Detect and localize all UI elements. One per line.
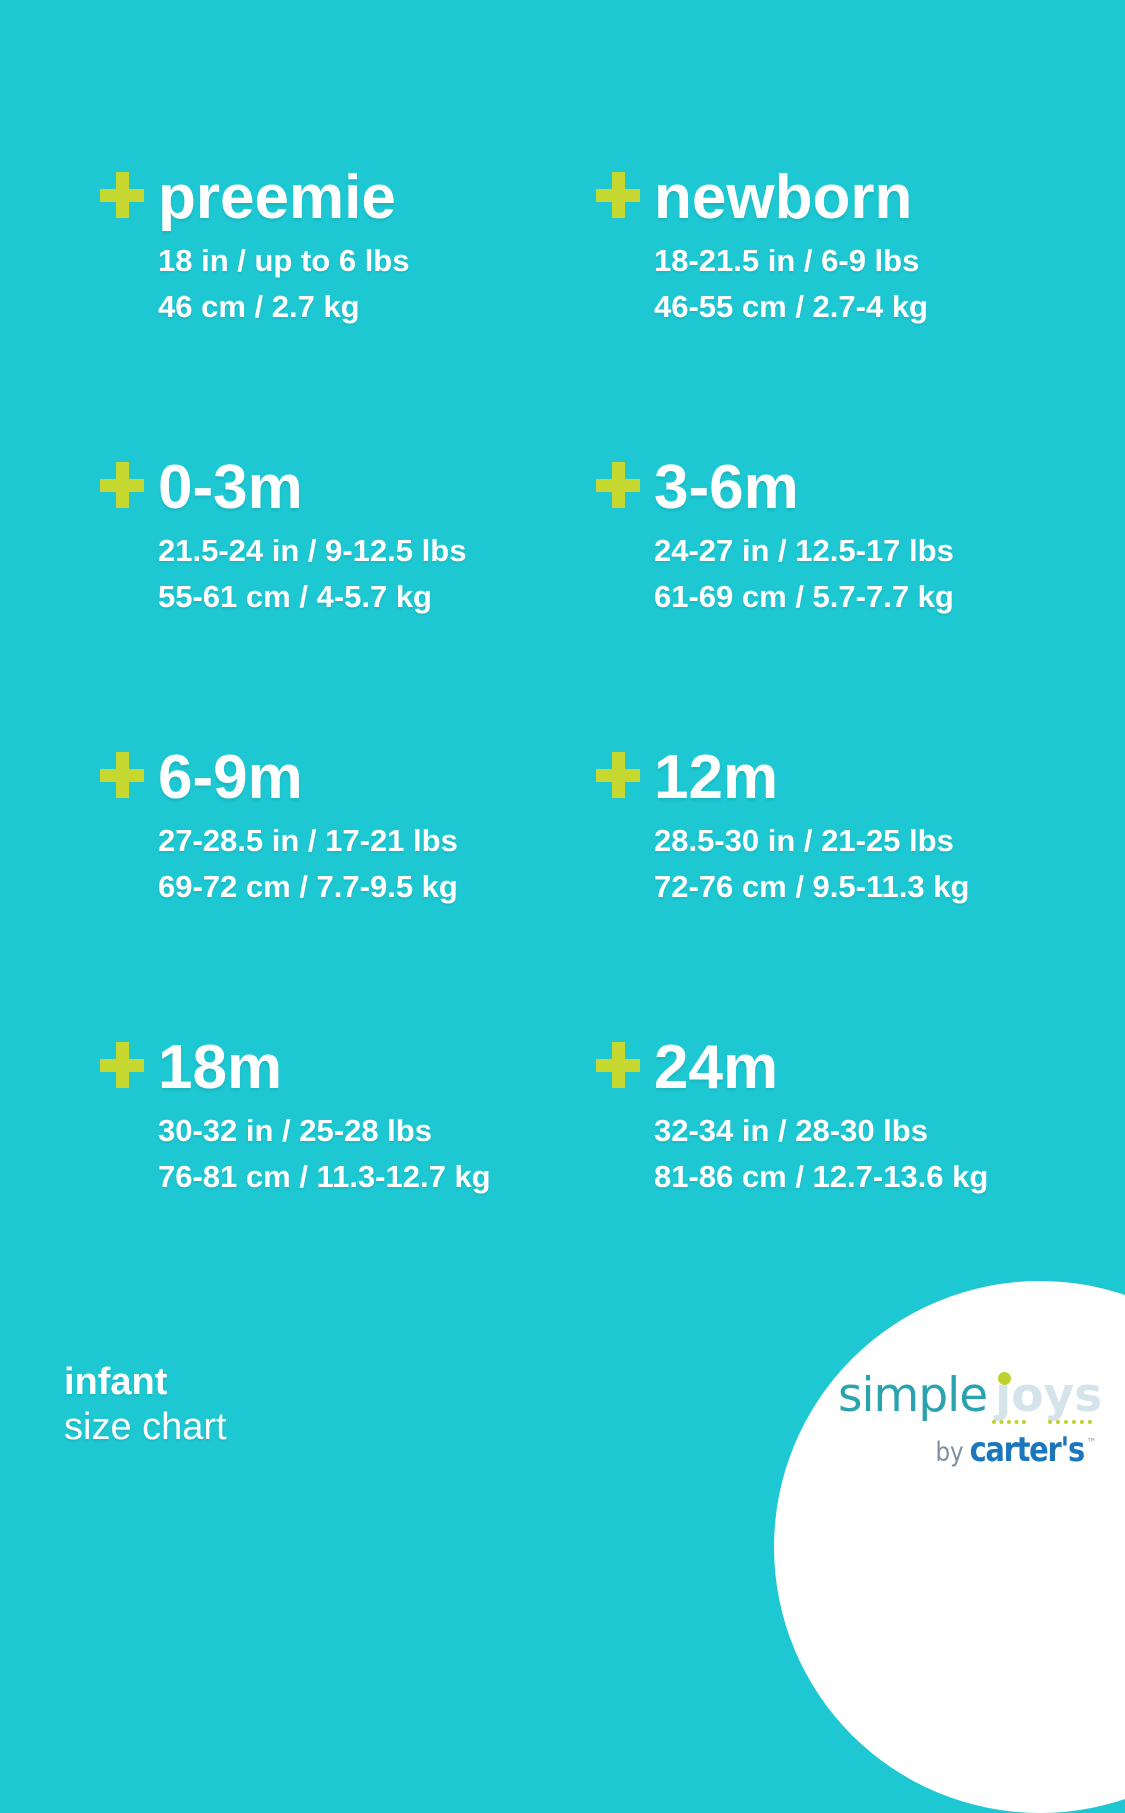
size-label: 6-9m bbox=[158, 743, 303, 812]
size-label: preemie bbox=[158, 163, 396, 232]
size-imperial: 21.5-24 in / 9-12.5 lbs bbox=[158, 533, 467, 568]
infant-size-chart-page: { "colors": { "background": "#1ec8d2", "… bbox=[64, 165, 1125, 1813]
size-header: 0-3m bbox=[100, 456, 570, 520]
size-details: 18-21.5 in / 6-9 lbs 46-55 cm / 2.7-4 kg bbox=[654, 238, 1066, 330]
size-cell-6-9m: 6-9m 27-28.5 in / 17-21 lbs 69-72 cm / 7… bbox=[100, 746, 570, 910]
brand-byline: by carter's ™ bbox=[936, 1430, 1097, 1470]
footer-subtitle: size chart bbox=[64, 1406, 227, 1448]
size-label: 3-6m bbox=[654, 453, 799, 522]
size-cell-24m: 24m 32-34 in / 28-30 lbs 81-86 cm / 12.7… bbox=[596, 1036, 1066, 1200]
plus-icon bbox=[596, 1042, 640, 1088]
size-imperial: 18 in / up to 6 lbs bbox=[158, 243, 410, 278]
size-header: newborn bbox=[596, 166, 1066, 230]
logo-joys-text: ȷoys bbox=[995, 1368, 1102, 1423]
size-cell-18m: 18m 30-32 in / 25-28 lbs 76-81 cm / 11.3… bbox=[100, 1036, 570, 1200]
joys-j-dot-icon bbox=[998, 1372, 1012, 1385]
size-cell-3-6m: 3-6m 24-27 in / 12.5-17 lbs 61-69 cm / 5… bbox=[596, 456, 1066, 620]
logo-circle bbox=[774, 1281, 1125, 1813]
size-details: 24-27 in / 12.5-17 lbs 61-69 cm / 5.7-7.… bbox=[654, 528, 1066, 620]
size-metric: 46-55 cm / 2.7-4 kg bbox=[654, 289, 928, 324]
size-details: 18 in / up to 6 lbs 46 cm / 2.7 kg bbox=[158, 238, 570, 330]
size-metric: 61-69 cm / 5.7-7.7 kg bbox=[654, 579, 954, 614]
size-header: 24m bbox=[596, 1036, 1066, 1100]
footer-category: infant bbox=[64, 1361, 168, 1403]
size-cell-newborn: newborn 18-21.5 in / 6-9 lbs 46-55 cm / … bbox=[596, 166, 1066, 330]
plus-icon bbox=[100, 1042, 144, 1088]
logo-simple-text: simple bbox=[838, 1368, 988, 1423]
size-details: 32-34 in / 28-30 lbs 81-86 cm / 12.7-13.… bbox=[654, 1108, 1066, 1200]
plus-icon bbox=[596, 462, 640, 508]
logo-carters-text: carter's bbox=[969, 1430, 1086, 1470]
plus-icon bbox=[100, 172, 144, 218]
trademark-symbol: ™ bbox=[1086, 1436, 1097, 1450]
size-label: 24m bbox=[654, 1033, 779, 1102]
size-metric: 76-81 cm / 11.3-12.7 kg bbox=[158, 1159, 491, 1194]
size-label: 18m bbox=[158, 1033, 283, 1102]
joys-rest-glyphs: oys bbox=[1011, 1368, 1103, 1423]
size-metric: 72-76 cm / 9.5-11.3 kg bbox=[654, 869, 970, 904]
size-details: 27-28.5 in / 17-21 lbs 69-72 cm / 7.7-9.… bbox=[158, 818, 570, 910]
size-metric: 55-61 cm / 4-5.7 kg bbox=[158, 579, 432, 614]
brand-logo: simple ȷoys bbox=[838, 1368, 1102, 1423]
size-cell-preemie: preemie 18 in / up to 6 lbs 46 cm / 2.7 … bbox=[100, 166, 570, 330]
logo-by-text: by bbox=[935, 1437, 964, 1468]
plus-icon bbox=[596, 172, 640, 218]
plus-icon bbox=[596, 752, 640, 798]
size-imperial: 30-32 in / 25-28 lbs bbox=[158, 1113, 432, 1148]
size-imperial: 27-28.5 in / 17-21 lbs bbox=[158, 823, 458, 858]
joys-underline-dots bbox=[992, 1420, 1026, 1424]
size-imperial: 32-34 in / 28-30 lbs bbox=[654, 1113, 928, 1148]
size-label: 0-3m bbox=[158, 453, 303, 522]
size-label: 12m bbox=[654, 743, 779, 812]
size-details: 30-32 in / 25-28 lbs 76-81 cm / 11.3-12.… bbox=[158, 1108, 570, 1200]
size-imperial: 18-21.5 in / 6-9 lbs bbox=[654, 243, 920, 278]
size-details: 21.5-24 in / 9-12.5 lbs 55-61 cm / 4-5.7… bbox=[158, 528, 570, 620]
size-header: 12m bbox=[596, 746, 1066, 810]
size-header: 3-6m bbox=[596, 456, 1066, 520]
plus-icon bbox=[100, 462, 144, 508]
size-header: preemie bbox=[100, 166, 570, 230]
size-cell-12m: 12m 28.5-30 in / 21-25 lbs 72-76 cm / 9.… bbox=[596, 746, 1066, 910]
size-label: newborn bbox=[654, 163, 913, 232]
size-imperial: 24-27 in / 12.5-17 lbs bbox=[654, 533, 954, 568]
size-header: 18m bbox=[100, 1036, 570, 1100]
size-metric: 81-86 cm / 12.7-13.6 kg bbox=[654, 1159, 989, 1194]
size-metric: 69-72 cm / 7.7-9.5 kg bbox=[158, 869, 458, 904]
plus-icon bbox=[100, 752, 144, 798]
size-metric: 46 cm / 2.7 kg bbox=[158, 289, 360, 324]
size-details: 28.5-30 in / 21-25 lbs 72-76 cm / 9.5-11… bbox=[654, 818, 1066, 910]
size-imperial: 28.5-30 in / 21-25 lbs bbox=[654, 823, 954, 858]
joys-underline-dots bbox=[1048, 1420, 1092, 1424]
size-cell-0-3m: 0-3m 21.5-24 in / 9-12.5 lbs 55-61 cm / … bbox=[100, 456, 570, 620]
footer: infant size chart bbox=[64, 1360, 227, 1450]
size-header: 6-9m bbox=[100, 746, 570, 810]
